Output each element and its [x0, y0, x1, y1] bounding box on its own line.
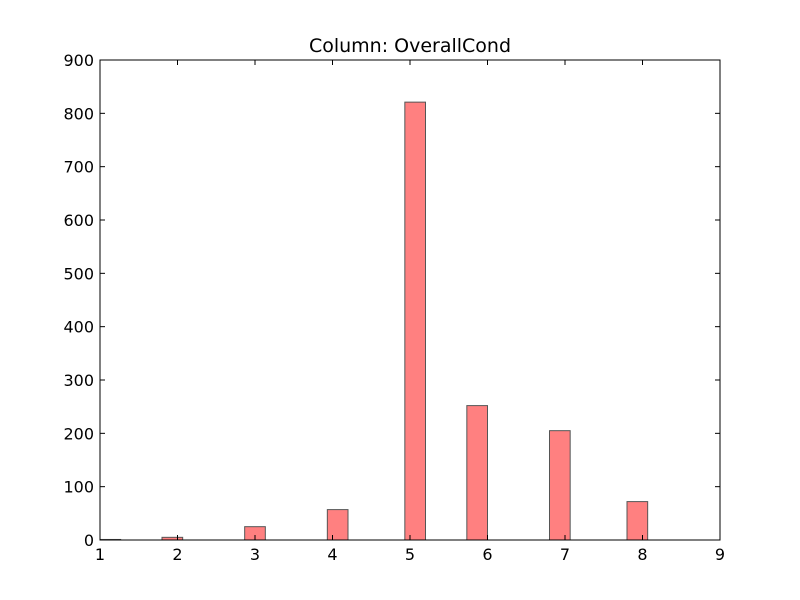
y-tick-label: 800	[63, 104, 94, 123]
x-tick-label: 6	[482, 545, 492, 564]
histogram-bar	[549, 430, 571, 541]
y-tick-label: 500	[63, 264, 94, 283]
x-tick-label: 1	[95, 545, 105, 564]
bars-layer	[99, 101, 649, 541]
y-tick-label: 0	[84, 531, 94, 550]
y-tick-label: 900	[63, 51, 94, 70]
x-tick-label: 3	[250, 545, 260, 564]
y-tick-label: 600	[63, 211, 94, 230]
x-tick-label: 4	[327, 545, 337, 564]
x-tick-label: 9	[715, 545, 725, 564]
x-tick-label: 7	[560, 545, 570, 564]
x-tick-label: 8	[637, 545, 647, 564]
histogram-bar	[466, 405, 488, 541]
y-tick-label: 200	[63, 424, 94, 443]
histogram-bar	[404, 101, 426, 541]
y-tick-label: 300	[63, 371, 94, 390]
y-tick-label: 400	[63, 318, 94, 337]
x-tick-label: 5	[405, 545, 415, 564]
histogram-bar	[326, 509, 349, 541]
tick-labels-layer: 1 2 3 4 5 6 7 8 9 0 100 200 300 400 500 600 700 800 900	[63, 51, 725, 564]
y-tick-label: 100	[63, 478, 94, 497]
plot-frame	[99, 59, 721, 541]
x-tick-label: 2	[172, 545, 182, 564]
chart-title: Column: OverallCond	[309, 35, 511, 57]
y-tick-label: 700	[63, 158, 94, 177]
histogram-bar	[626, 501, 649, 541]
